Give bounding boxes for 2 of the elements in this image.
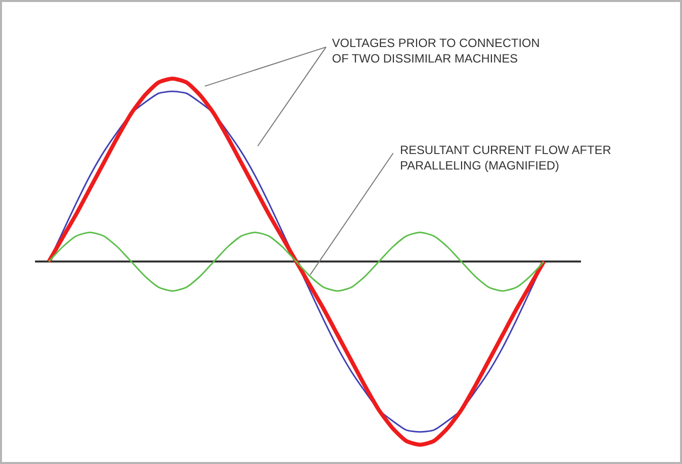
annotation: RESULTANT CURRENT FLOW AFTER PARALLELING (MAGNIFIED) bbox=[400, 143, 612, 173]
text: VOLTAGES PRIOR TO CONNECTION OF TWO DISSIMILAR MACHINES bbox=[332, 36, 540, 66]
